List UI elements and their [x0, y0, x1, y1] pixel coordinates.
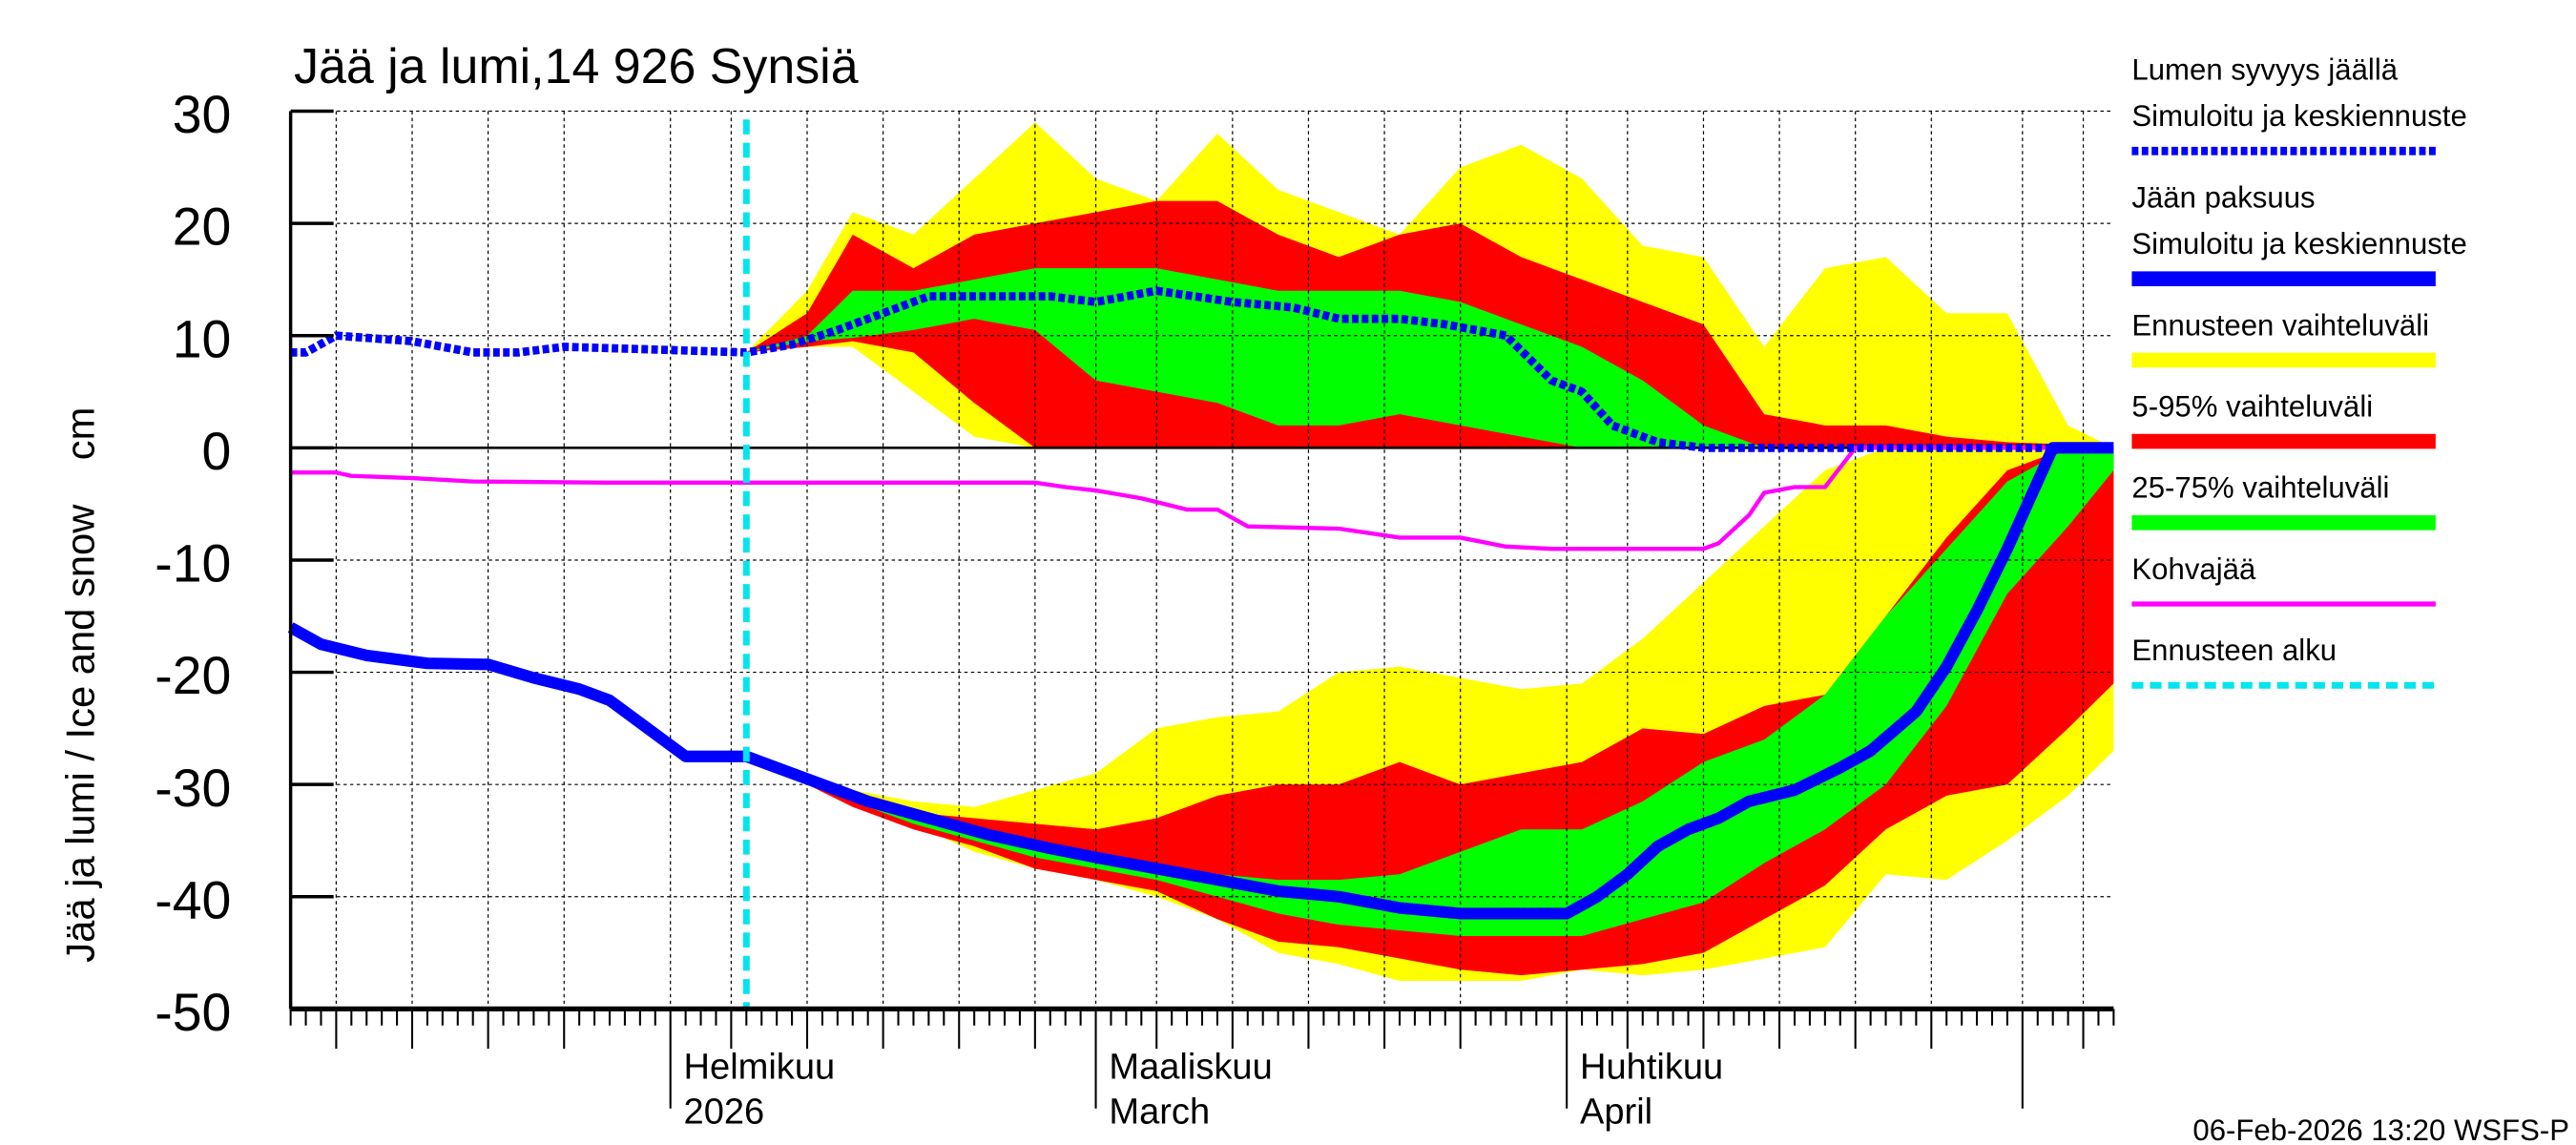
legend-label: Ennusteen vaihteluväli [2131, 308, 2429, 342]
y-tick-label: -30 [155, 759, 231, 818]
ice-thickness-line [287, 442, 2114, 920]
y-axis-label: Jää ja lumi / Ice and snow cm [58, 407, 103, 963]
y-tick-label: 30 [173, 85, 232, 144]
month-label: Helmikuu [684, 1046, 836, 1087]
footer-timestamp: 06-Feb-2026 13:20 WSFS-P [2192, 1114, 2569, 1145]
y-tick-label: 0 [202, 422, 232, 481]
legend-label: Lumen syvyys jäällä [2131, 52, 2398, 86]
y-tick-label: -40 [155, 870, 231, 929]
legend-label: 25-75% vaihteluväli [2131, 471, 2389, 505]
y-tick-label: 10 [173, 309, 232, 368]
legend-label-2: Simuloitu ja keskiennuste [2131, 227, 2466, 260]
legend-label: Kohvajää [2131, 552, 2256, 586]
y-tick-label: -20 [155, 646, 231, 705]
y-tick-label: 20 [173, 198, 232, 257]
slush-ice-line [290, 446, 2114, 552]
month-label-en: March [1109, 1091, 1210, 1132]
month-label-en: April [1580, 1091, 1652, 1132]
ice-band-p25-75 [746, 448, 2114, 936]
y-tick-label: -10 [155, 533, 231, 593]
legend-label: Jään paksuus [2131, 180, 2315, 214]
month-label-en: 2026 [684, 1091, 765, 1132]
y-tick-label: -50 [155, 983, 231, 1042]
legend-label: 5-95% vaihteluväli [2131, 389, 2373, 423]
legend-label-2: Simuloitu ja keskiennuste [2131, 99, 2466, 133]
month-label: Huhtikuu [1580, 1046, 1723, 1087]
legend-label: Ennusteen alku [2131, 634, 2337, 667]
snow-depth-line [290, 286, 2114, 452]
chart-title: Jää ja lumi,14 926 Synsiä [294, 39, 859, 94]
month-label: Maaliskuu [1109, 1046, 1272, 1087]
snow-band-p25-75 [746, 268, 2114, 448]
